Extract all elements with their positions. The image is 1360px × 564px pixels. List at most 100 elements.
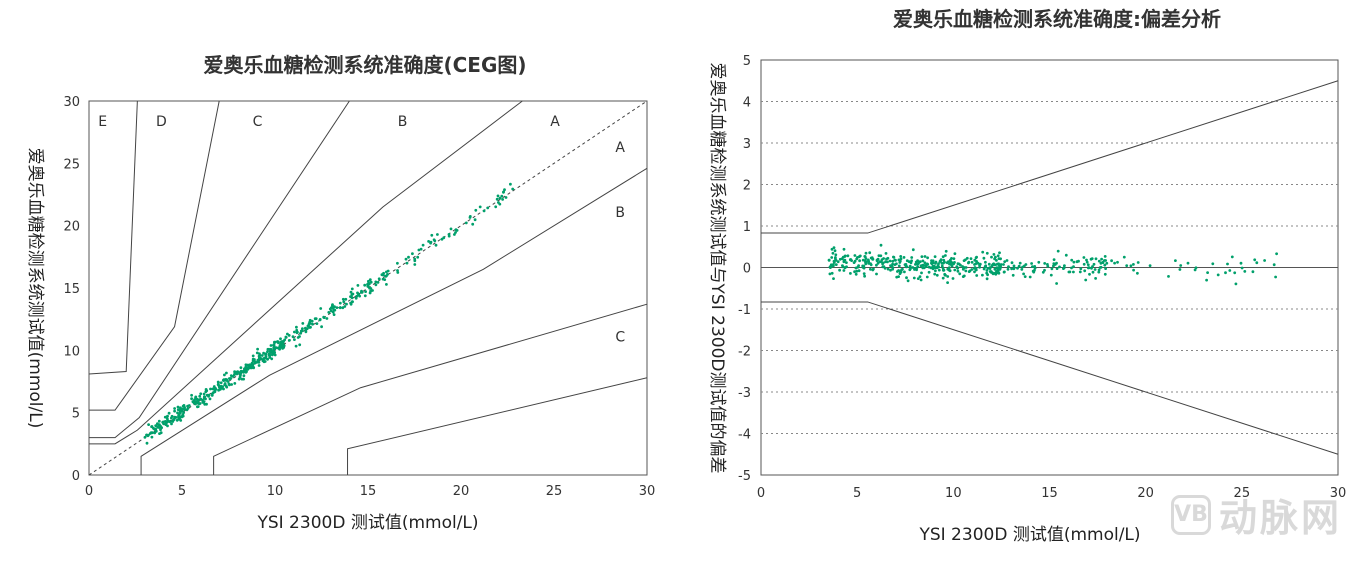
bias-point [999, 265, 1003, 269]
bias-point [1274, 275, 1277, 279]
ceg-point [226, 380, 230, 383]
bias-point [830, 271, 834, 275]
bias-point [940, 262, 944, 265]
ceg-point [233, 371, 237, 375]
ceg-point [322, 316, 326, 319]
bias-x-tick-label: 30 [1330, 486, 1347, 501]
bias-point [1088, 272, 1091, 276]
bias-point [951, 277, 955, 280]
ceg-point [223, 383, 227, 387]
bias-point [903, 270, 906, 274]
bias-point [984, 260, 987, 264]
bias-point [967, 260, 971, 264]
ceg-zone-label: B [615, 205, 625, 221]
bias-point [932, 266, 935, 270]
bias-point [927, 270, 931, 274]
ceg-point [177, 414, 181, 418]
ceg-point [279, 337, 282, 341]
ceg-point [298, 343, 302, 347]
ceg-point [331, 303, 334, 307]
ceg-point [416, 255, 420, 259]
bias-point [1097, 259, 1101, 263]
bias-upper-limit [761, 80, 1339, 234]
bias-point [963, 266, 966, 269]
bias-point [875, 272, 878, 276]
bias-point [883, 266, 887, 270]
ceg-point [266, 350, 269, 353]
bias-y-tick-label: 3 [743, 137, 751, 152]
bias-point [994, 271, 998, 274]
bias-point [912, 276, 916, 280]
bias-point [1092, 262, 1096, 266]
ceg-point [427, 240, 430, 243]
bias-point [1186, 261, 1190, 265]
ceg-point [195, 400, 199, 404]
bias-point [889, 268, 892, 272]
bias-point [934, 260, 938, 264]
bias-point [1055, 261, 1058, 265]
ceg-point [221, 378, 225, 382]
ceg-point [497, 201, 500, 204]
ceg-point [295, 325, 298, 329]
bias-point [1070, 258, 1074, 262]
ceg-point [267, 353, 271, 357]
bias-lower-limit [761, 301, 1339, 455]
bias-point [911, 248, 915, 252]
ceg-point [159, 431, 163, 435]
bias-point [1132, 268, 1135, 272]
bias-point [1052, 264, 1055, 268]
ceg-point [498, 196, 502, 200]
bias-point [1030, 262, 1033, 265]
bias-point [989, 270, 993, 273]
ceg-point [157, 419, 161, 423]
bias-point [976, 261, 980, 265]
bias-point [1031, 269, 1035, 273]
ceg-point [301, 327, 304, 331]
bias-point [889, 264, 892, 267]
bias-y-ticks: 5 4 3 2 1 0 -1 -2 -3 -4 -5 [738, 54, 751, 484]
bias-point [916, 259, 919, 263]
ceg-point [436, 233, 439, 236]
ceg-point [320, 325, 323, 329]
bias-point [834, 253, 838, 257]
bias-point [945, 261, 949, 265]
bias-point [904, 263, 908, 266]
bias-point [922, 266, 926, 270]
ceg-point [271, 353, 275, 356]
bias-point [1087, 266, 1091, 270]
ceg-point [440, 237, 444, 241]
ceg-point [213, 387, 217, 390]
ceg-point [197, 398, 201, 402]
ceg-point [173, 409, 177, 413]
ceg-point [449, 227, 453, 231]
bias-point [1100, 257, 1103, 261]
ceg-point [350, 300, 354, 304]
ceg-point [283, 338, 287, 342]
bias-point [856, 256, 859, 259]
ceg-point [369, 280, 373, 284]
ceg-point [304, 330, 308, 334]
ceg-zone-label: C [253, 114, 263, 130]
bias-point [1136, 271, 1139, 275]
bias-point [834, 259, 838, 262]
bias-point [1233, 271, 1237, 275]
ceg-plot-frame [88, 100, 648, 476]
bias-point [1055, 282, 1058, 285]
bias-point [933, 272, 937, 276]
bias-y-tick-label: -2 [738, 345, 751, 360]
ceg-x-tick-label: 10 [267, 484, 284, 499]
bias-point [1031, 265, 1034, 268]
bias-x-tick-label: 5 [853, 486, 861, 501]
ceg-point [501, 198, 504, 201]
ceg-x-tick-label: 30 [639, 484, 656, 499]
bias-point [1033, 265, 1037, 268]
ceg-point [198, 394, 202, 398]
bias-point [1104, 267, 1107, 270]
ceg-x-tick-label: 5 [178, 484, 186, 499]
bias-point [1043, 262, 1047, 265]
ceg-point [170, 422, 173, 426]
bias-point [997, 257, 1001, 260]
ceg-point [294, 344, 298, 348]
ceg-point [181, 414, 185, 418]
bias-point [965, 256, 969, 260]
